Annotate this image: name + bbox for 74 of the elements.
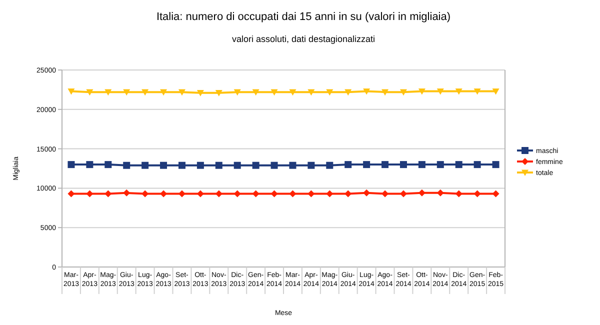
point bbox=[308, 162, 315, 169]
point bbox=[234, 89, 241, 96]
point bbox=[104, 190, 112, 198]
point bbox=[363, 189, 370, 196]
point bbox=[142, 162, 149, 169]
point bbox=[400, 89, 407, 96]
point bbox=[492, 161, 500, 168]
point bbox=[289, 162, 296, 169]
point bbox=[492, 190, 500, 198]
point bbox=[455, 88, 462, 95]
point bbox=[363, 161, 370, 168]
point bbox=[142, 89, 149, 96]
point bbox=[382, 89, 389, 96]
point bbox=[160, 190, 168, 198]
point bbox=[326, 190, 334, 198]
point bbox=[178, 162, 186, 169]
point bbox=[215, 190, 222, 198]
point bbox=[178, 190, 186, 198]
point bbox=[326, 162, 334, 169]
point bbox=[436, 88, 444, 95]
point bbox=[215, 162, 222, 169]
point bbox=[308, 190, 315, 198]
point bbox=[252, 89, 260, 96]
point bbox=[455, 190, 462, 198]
point bbox=[123, 89, 130, 96]
point bbox=[474, 161, 481, 168]
point bbox=[270, 190, 278, 198]
point bbox=[68, 161, 75, 168]
point bbox=[86, 190, 94, 198]
point bbox=[344, 161, 352, 168]
point bbox=[418, 161, 426, 168]
point bbox=[492, 88, 500, 95]
point bbox=[123, 162, 130, 169]
point bbox=[252, 162, 260, 169]
point bbox=[160, 162, 168, 169]
point bbox=[418, 88, 426, 95]
point bbox=[289, 89, 296, 96]
point bbox=[326, 89, 334, 96]
point bbox=[455, 161, 462, 168]
point bbox=[104, 89, 112, 96]
point bbox=[344, 190, 352, 198]
point bbox=[123, 189, 130, 196]
point bbox=[196, 162, 204, 169]
point bbox=[344, 89, 352, 96]
point bbox=[86, 89, 94, 96]
point bbox=[308, 89, 315, 96]
point bbox=[382, 190, 389, 198]
chart-subtitle: valori assoluti, dati destagionalizzati bbox=[232, 34, 376, 44]
point bbox=[68, 190, 75, 198]
point bbox=[436, 161, 444, 168]
point bbox=[86, 161, 94, 168]
point bbox=[270, 89, 278, 96]
point bbox=[289, 190, 296, 198]
point bbox=[474, 88, 481, 95]
point bbox=[234, 190, 241, 198]
point bbox=[160, 89, 168, 96]
point bbox=[418, 189, 426, 196]
point bbox=[400, 161, 407, 168]
point bbox=[215, 90, 222, 96]
point bbox=[142, 190, 149, 198]
point bbox=[474, 190, 481, 198]
point bbox=[363, 88, 370, 95]
point bbox=[196, 190, 204, 198]
point bbox=[436, 189, 444, 196]
point bbox=[234, 162, 241, 169]
point bbox=[104, 161, 112, 168]
point bbox=[196, 90, 204, 96]
chart-title: Italia: numero di occupati dai 15 anni in su (valori in migliaia) bbox=[156, 11, 451, 23]
point bbox=[270, 162, 278, 169]
point bbox=[382, 161, 389, 168]
point bbox=[68, 88, 75, 95]
point bbox=[252, 190, 260, 198]
point bbox=[178, 89, 186, 96]
point bbox=[400, 190, 407, 198]
